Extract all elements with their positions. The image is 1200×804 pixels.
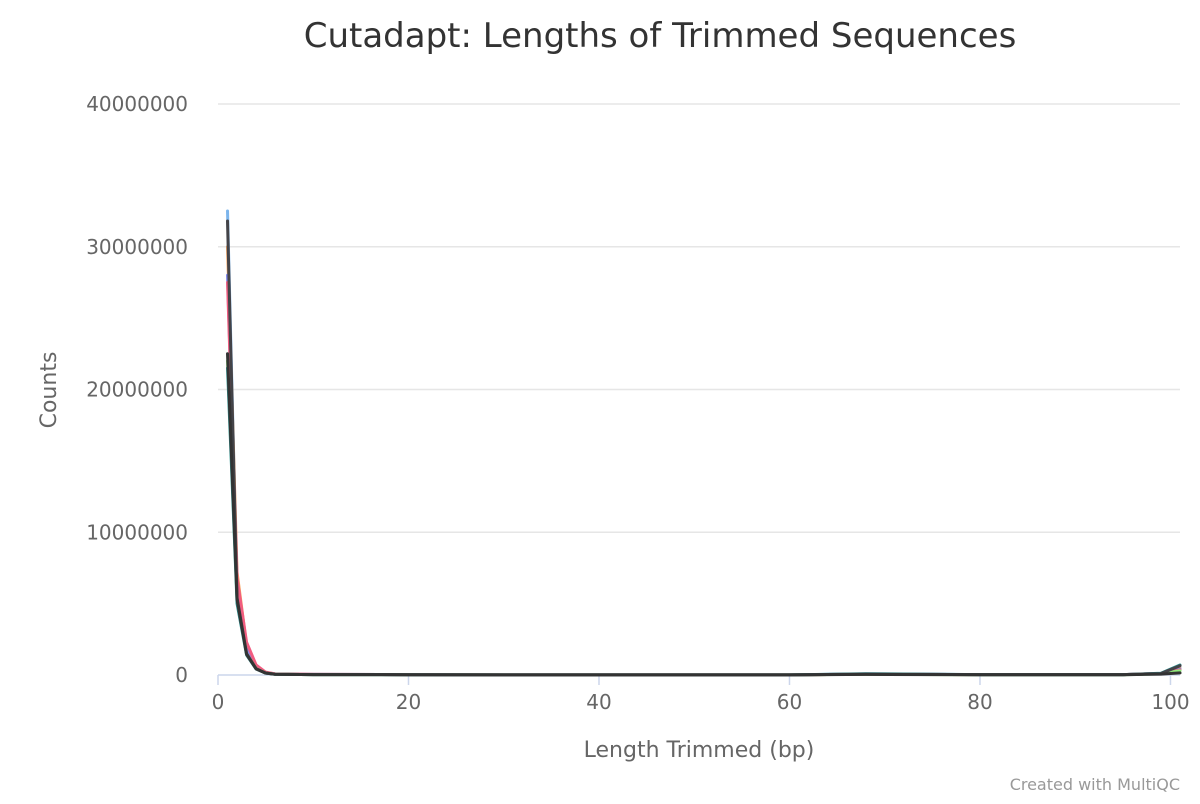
x-axis-title: Length Trimmed (bp) [584, 738, 815, 763]
y-tick-label: 30000000 [86, 235, 188, 259]
x-tick-label: 100 [1151, 690, 1189, 714]
chart-title: Cutadapt: Lengths of Trimmed Sequences [304, 16, 1017, 56]
series-line-3 [226, 273, 1182, 677]
y-tick-label: 40000000 [86, 92, 188, 116]
x-tick-label: 80 [967, 690, 992, 714]
gridlines [218, 103, 1180, 533]
x-tick-label: 40 [586, 690, 611, 714]
series-line-1 [226, 209, 1182, 677]
x-tick-label: 0 [212, 690, 225, 714]
y-tick-label: 0 [175, 663, 188, 687]
series-line-7 [226, 219, 1182, 677]
series-group [226, 209, 1182, 677]
x-tick-label: 60 [777, 690, 802, 714]
y-tick-label: 20000000 [86, 378, 188, 402]
y-axis-ticks: 0 10000000 20000000 30000000 40000000 [86, 92, 188, 687]
series-line-5 [226, 359, 1182, 677]
series-line-6 [226, 366, 1182, 677]
x-axis: 0 20 40 60 80 100 [212, 674, 1190, 714]
series-line-2 [226, 245, 1182, 677]
x-tick-label: 20 [396, 690, 421, 714]
credit-text: Created with MultiQC [1010, 775, 1180, 794]
series-line-8 [226, 352, 1182, 677]
series-line-4 [226, 280, 1182, 677]
y-tick-label: 10000000 [86, 520, 188, 544]
y-axis-title: Counts [37, 352, 62, 429]
